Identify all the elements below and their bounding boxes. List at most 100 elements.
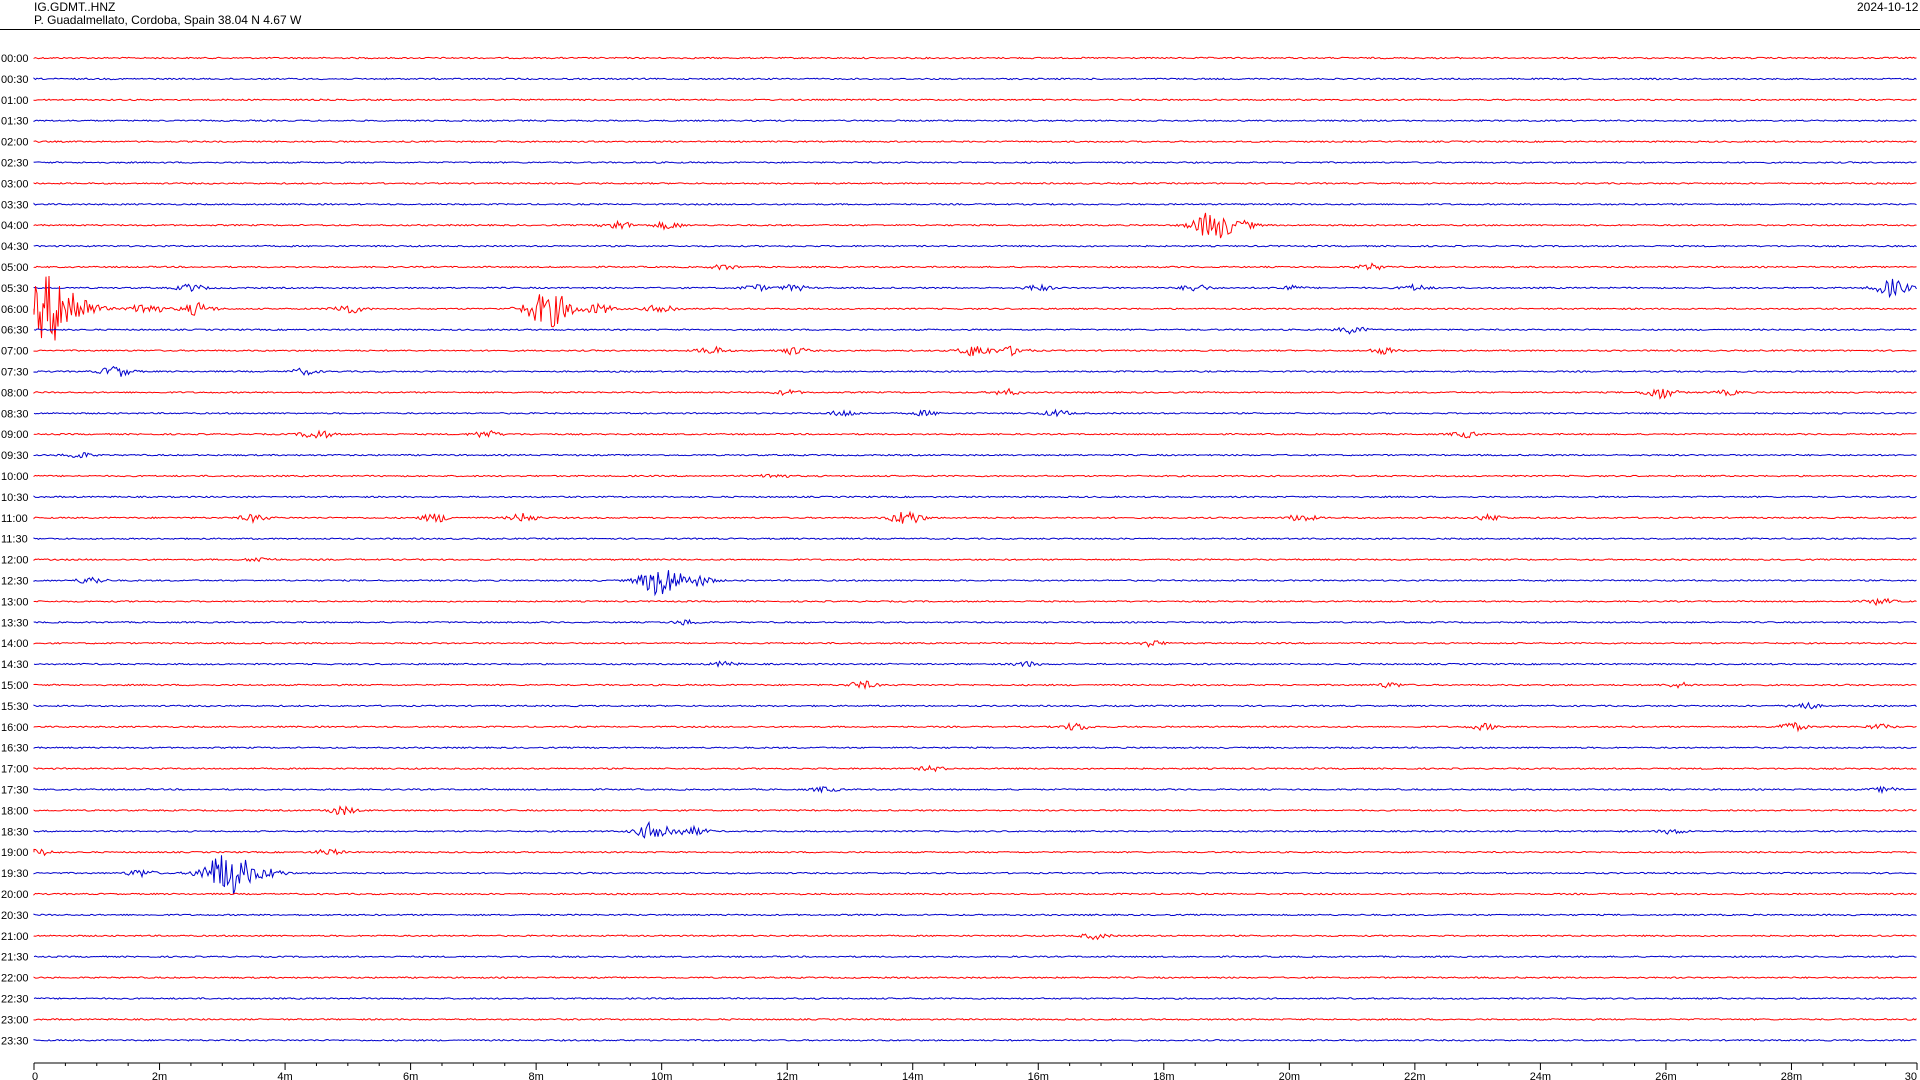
trace-1730 [33, 785, 1917, 795]
trace-1700 [33, 764, 1917, 773]
trace-0800 [33, 387, 1917, 400]
trace-2030 [33, 913, 1917, 917]
trace-1530 [33, 701, 1917, 710]
x-tick-label: 30 [1905, 1071, 1917, 1080]
trace-1830 [33, 820, 1917, 839]
row-time-label: 15:30 [1, 701, 29, 713]
trace-2130 [33, 955, 1917, 959]
trace-2100 [33, 933, 1917, 941]
row-time-label: 19:30 [1, 868, 29, 880]
row-time-label: 20:30 [1, 910, 29, 922]
trace-1030 [33, 495, 1917, 499]
row-time-label: 01:00 [1, 95, 29, 107]
row-time-label: 00:30 [1, 74, 29, 86]
row-time-label: 09:00 [1, 429, 29, 441]
row-time-label: 07:30 [1, 367, 29, 379]
row-time-label: 03:30 [1, 199, 29, 211]
row-time-label: 13:00 [1, 596, 29, 608]
trace-1400 [33, 640, 1917, 648]
row-time-label: 15:00 [1, 680, 29, 692]
trace-0030 [33, 77, 1917, 81]
row-time-label: 03:00 [1, 178, 29, 190]
row-time-label: 07:00 [1, 346, 29, 358]
row-time-label: 16:30 [1, 743, 29, 755]
row-time-label: 11:30 [1, 534, 28, 546]
x-tick-label: 2m [152, 1071, 167, 1080]
trace-1600 [33, 721, 1917, 733]
row-time-label: 02:30 [1, 158, 29, 170]
row-time-label: 05:30 [1, 283, 29, 295]
x-tick-label: 24m [1530, 1071, 1551, 1080]
row-time-label: 00:00 [1, 53, 29, 65]
trace-0130 [33, 119, 1917, 123]
trace-0100 [33, 98, 1917, 102]
row-time-label: 18:00 [1, 805, 29, 817]
row-time-label: 08:00 [1, 387, 29, 399]
station-code: IG.GDMT..HNZ [34, 0, 116, 14]
trace-0930 [33, 452, 1917, 459]
x-tick-label: 26m [1655, 1071, 1676, 1080]
row-time-label: 19:00 [1, 847, 29, 859]
trace-2200 [33, 976, 1917, 979]
row-time-label: 17:00 [1, 764, 29, 776]
row-time-label: 13:30 [1, 617, 29, 629]
trace-1800 [33, 805, 1917, 816]
trace-2000 [33, 892, 1917, 896]
trace-0230 [33, 161, 1917, 164]
row-time-label: 04:30 [1, 241, 29, 253]
row-time-label: 23:00 [1, 1014, 29, 1026]
trace-1430 [33, 660, 1917, 668]
record-date: 2024-10-12 [1857, 0, 1919, 14]
row-time-label: 12:30 [1, 576, 29, 588]
trace-0500 [33, 262, 1917, 271]
row-time-label: 12:00 [1, 555, 29, 567]
x-tick-label: 0 [32, 1071, 38, 1080]
row-time-label: 04:00 [1, 220, 29, 232]
trace-1300 [33, 597, 1917, 607]
trace-1930 [33, 855, 1917, 895]
x-tick-label: 20m [1279, 1071, 1300, 1080]
row-time-label: 22:30 [1, 994, 29, 1006]
row-time-label: 06:30 [1, 325, 29, 337]
row-time-label: 16:00 [1, 722, 29, 734]
row-time-label: 22:00 [1, 973, 29, 985]
row-time-label: 05:00 [1, 262, 29, 274]
trace-0830 [33, 408, 1917, 418]
row-time-label: 20:00 [1, 889, 29, 901]
x-tick-label: 18m [1153, 1071, 1174, 1080]
trace-1130 [33, 537, 1917, 541]
trace-1200 [33, 557, 1917, 563]
x-tick-label: 10m [651, 1071, 672, 1080]
trace-2300 [33, 1018, 1917, 1021]
trace-1330 [33, 618, 1917, 626]
x-tick-label: 12m [776, 1071, 797, 1080]
row-time-label: 14:30 [1, 659, 29, 671]
trace-0600 [33, 275, 1917, 341]
row-time-label: 18:30 [1, 826, 29, 838]
trace-0330 [33, 202, 1917, 206]
x-tick-label: 14m [902, 1071, 923, 1080]
trace-0000 [33, 56, 1917, 60]
row-time-label: 21:30 [1, 952, 29, 964]
station-location: P. Guadalmellato, Cordoba, Spain 38.04 N… [34, 13, 302, 27]
row-time-label: 08:30 [1, 408, 29, 420]
row-time-label: 14:00 [1, 638, 29, 650]
row-time-label: 02:00 [1, 137, 29, 149]
x-tick-label: 28m [1781, 1071, 1802, 1080]
trace-1630 [33, 746, 1917, 750]
row-time-label: 17:30 [1, 785, 29, 797]
trace-1100 [33, 510, 1917, 524]
trace-2230 [33, 997, 1917, 1000]
trace-0200 [33, 140, 1917, 143]
trace-0700 [33, 345, 1917, 357]
x-tick-label: 6m [403, 1071, 418, 1080]
trace-1900 [33, 848, 1917, 857]
row-time-label: 10:00 [1, 471, 29, 483]
x-tick-label: 4m [277, 1071, 292, 1080]
x-tick-label: 8m [528, 1071, 543, 1080]
trace-0530 [33, 278, 1917, 299]
trace-0430 [33, 244, 1917, 248]
trace-0900 [33, 429, 1917, 439]
trace-0400 [33, 212, 1917, 239]
